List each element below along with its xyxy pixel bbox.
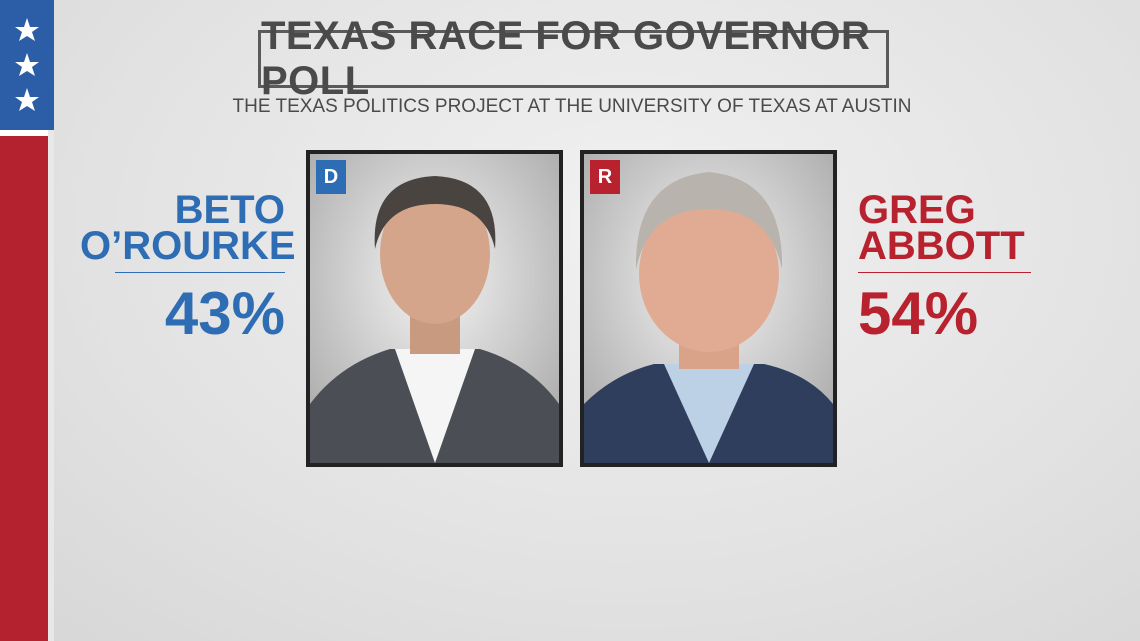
subtitle: THE TEXAS POLITICS PROJECT AT THE UNIVER…	[232, 96, 912, 117]
photo-frame: D	[306, 150, 563, 467]
flag-stripe	[0, 0, 54, 641]
divider	[115, 272, 285, 273]
party-badge: R	[590, 160, 620, 194]
photo-frame: R	[580, 150, 837, 467]
name-line: BETO	[174, 188, 285, 232]
photo	[584, 154, 833, 463]
name-line: GREG	[858, 188, 976, 232]
percent: 54%	[858, 280, 979, 347]
photo	[310, 154, 559, 463]
candidate-name: BETO O’ROURKE	[80, 188, 296, 268]
name-line: ABBOTT	[858, 224, 1025, 268]
divider	[858, 272, 1031, 273]
name-line: O’ROURKE	[80, 224, 296, 268]
candidate-name: GREG ABBOTT	[858, 188, 1078, 268]
percent: 43%	[164, 280, 285, 347]
party-badge: D	[316, 160, 346, 194]
title: TEXAS RACE FOR GOVERNOR POLL	[258, 14, 889, 103]
